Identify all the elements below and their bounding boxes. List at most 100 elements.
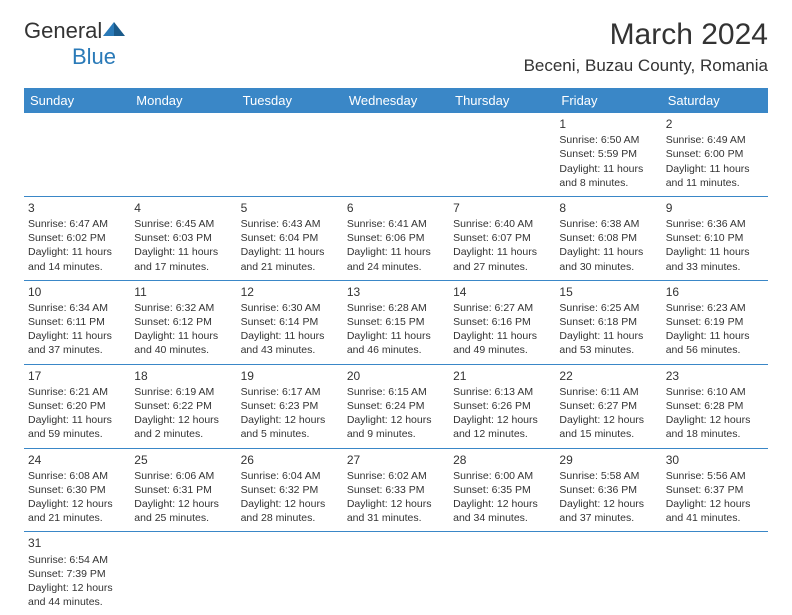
sunset-text: Sunset: 6:03 PM [134,231,232,245]
sunset-text: Sunset: 6:33 PM [347,483,445,497]
sunset-text: Sunset: 6:24 PM [347,399,445,413]
sunrise-text: Sunrise: 6:49 AM [666,133,764,147]
sunrise-text: Sunrise: 5:58 AM [559,469,657,483]
day-number: 21 [453,368,551,384]
day-number: 4 [134,200,232,216]
daylight-text: Daylight: 11 hours and 59 minutes. [28,413,126,441]
daylight-text: Daylight: 12 hours and 25 minutes. [134,497,232,525]
sunset-text: Sunset: 5:59 PM [559,147,657,161]
day-cell: 30Sunrise: 5:56 AMSunset: 6:37 PMDayligh… [662,448,768,532]
sunset-text: Sunset: 6:26 PM [453,399,551,413]
sunrise-text: Sunrise: 6:43 AM [241,217,339,231]
day-cell [343,532,449,615]
day-number: 25 [134,452,232,468]
daylight-text: Daylight: 11 hours and 43 minutes. [241,329,339,357]
sunset-text: Sunset: 6:31 PM [134,483,232,497]
daylight-text: Daylight: 12 hours and 12 minutes. [453,413,551,441]
daylight-text: Daylight: 12 hours and 15 minutes. [559,413,657,441]
daylight-text: Daylight: 12 hours and 5 minutes. [241,413,339,441]
day-cell [449,532,555,615]
day-number: 12 [241,284,339,300]
column-header: Friday [555,88,661,113]
daylight-text: Daylight: 11 hours and 24 minutes. [347,245,445,273]
logo-text-blue: Blue [72,44,116,69]
day-cell [343,113,449,196]
logo-sail-icon [103,22,125,36]
column-headers: SundayMondayTuesdayWednesdayThursdayFrid… [24,88,768,113]
sunset-text: Sunset: 6:30 PM [28,483,126,497]
sunrise-text: Sunrise: 6:08 AM [28,469,126,483]
sunset-text: Sunset: 6:15 PM [347,315,445,329]
daylight-text: Daylight: 11 hours and 14 minutes. [28,245,126,273]
day-cell [555,532,661,615]
day-cell [662,532,768,615]
sunrise-text: Sunrise: 5:56 AM [666,469,764,483]
day-number: 29 [559,452,657,468]
column-header: Saturday [662,88,768,113]
sunset-text: Sunset: 6:12 PM [134,315,232,329]
sunset-text: Sunset: 6:27 PM [559,399,657,413]
day-cell: 16Sunrise: 6:23 AMSunset: 6:19 PMDayligh… [662,280,768,364]
calendar-body: 1Sunrise: 6:50 AMSunset: 5:59 PMDaylight… [24,113,768,615]
daylight-text: Daylight: 12 hours and 18 minutes. [666,413,764,441]
day-number: 17 [28,368,126,384]
daylight-text: Daylight: 11 hours and 49 minutes. [453,329,551,357]
day-cell: 19Sunrise: 6:17 AMSunset: 6:23 PMDayligh… [237,364,343,448]
day-cell: 24Sunrise: 6:08 AMSunset: 6:30 PMDayligh… [24,448,130,532]
week-row: 3Sunrise: 6:47 AMSunset: 6:02 PMDaylight… [24,196,768,280]
day-cell [449,113,555,196]
daylight-text: Daylight: 11 hours and 8 minutes. [559,162,657,190]
day-cell [130,113,236,196]
sunrise-text: Sunrise: 6:38 AM [559,217,657,231]
daylight-text: Daylight: 11 hours and 40 minutes. [134,329,232,357]
daylight-text: Daylight: 12 hours and 41 minutes. [666,497,764,525]
sunrise-text: Sunrise: 6:15 AM [347,385,445,399]
sunset-text: Sunset: 7:39 PM [28,567,126,581]
day-cell: 2Sunrise: 6:49 AMSunset: 6:00 PMDaylight… [662,113,768,196]
day-cell: 20Sunrise: 6:15 AMSunset: 6:24 PMDayligh… [343,364,449,448]
day-number: 23 [666,368,764,384]
column-header: Monday [130,88,236,113]
sunrise-text: Sunrise: 6:36 AM [666,217,764,231]
daylight-text: Daylight: 11 hours and 56 minutes. [666,329,764,357]
logo-text-general: General [24,18,102,43]
day-number: 16 [666,284,764,300]
day-number: 22 [559,368,657,384]
day-number: 19 [241,368,339,384]
sunset-text: Sunset: 6:32 PM [241,483,339,497]
logo-text: General Blue [24,18,125,70]
daylight-text: Daylight: 12 hours and 37 minutes. [559,497,657,525]
day-number: 30 [666,452,764,468]
week-row: 10Sunrise: 6:34 AMSunset: 6:11 PMDayligh… [24,280,768,364]
sunrise-text: Sunrise: 6:17 AM [241,385,339,399]
week-row: 24Sunrise: 6:08 AMSunset: 6:30 PMDayligh… [24,448,768,532]
day-cell: 9Sunrise: 6:36 AMSunset: 6:10 PMDaylight… [662,196,768,280]
day-number: 18 [134,368,232,384]
week-row: 17Sunrise: 6:21 AMSunset: 6:20 PMDayligh… [24,364,768,448]
sunrise-text: Sunrise: 6:40 AM [453,217,551,231]
calendar-table: SundayMondayTuesdayWednesdayThursdayFrid… [24,88,768,615]
sunset-text: Sunset: 6:06 PM [347,231,445,245]
sunrise-text: Sunrise: 6:27 AM [453,301,551,315]
day-cell [130,532,236,615]
day-cell: 14Sunrise: 6:27 AMSunset: 6:16 PMDayligh… [449,280,555,364]
day-cell: 4Sunrise: 6:45 AMSunset: 6:03 PMDaylight… [130,196,236,280]
daylight-text: Daylight: 11 hours and 27 minutes. [453,245,551,273]
day-cell [24,113,130,196]
sunrise-text: Sunrise: 6:04 AM [241,469,339,483]
day-cell: 7Sunrise: 6:40 AMSunset: 6:07 PMDaylight… [449,196,555,280]
sunrise-text: Sunrise: 6:34 AM [28,301,126,315]
daylight-text: Daylight: 12 hours and 31 minutes. [347,497,445,525]
day-cell: 23Sunrise: 6:10 AMSunset: 6:28 PMDayligh… [662,364,768,448]
day-number: 31 [28,535,126,551]
sunset-text: Sunset: 6:22 PM [134,399,232,413]
day-number: 6 [347,200,445,216]
sunrise-text: Sunrise: 6:30 AM [241,301,339,315]
day-cell: 31Sunrise: 6:54 AMSunset: 7:39 PMDayligh… [24,532,130,615]
day-cell: 21Sunrise: 6:13 AMSunset: 6:26 PMDayligh… [449,364,555,448]
sunrise-text: Sunrise: 6:41 AM [347,217,445,231]
day-cell: 11Sunrise: 6:32 AMSunset: 6:12 PMDayligh… [130,280,236,364]
sunset-text: Sunset: 6:20 PM [28,399,126,413]
daylight-text: Daylight: 11 hours and 11 minutes. [666,162,764,190]
day-number: 14 [453,284,551,300]
